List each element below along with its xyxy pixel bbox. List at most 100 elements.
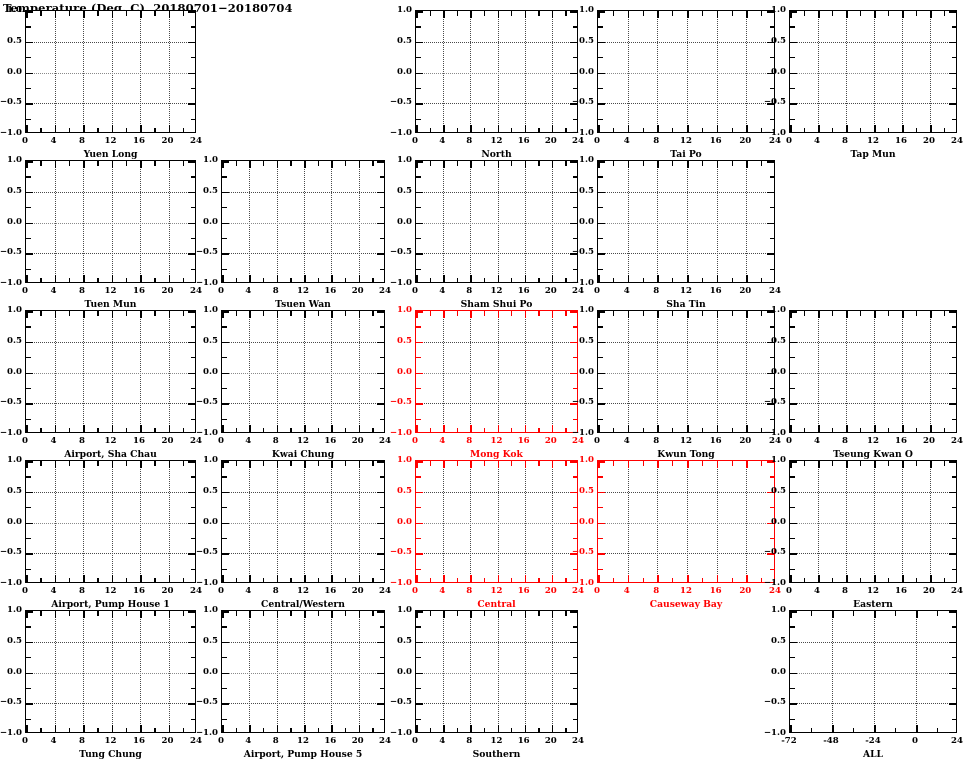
subplot-airport-sha-chau[interactable]: 0 4 8 12 16 20 24 1.0 0.5 0.0 −0.5 −1.0 Airport, Sha… bbox=[0, 305, 202, 460]
y-tick-label: 0.0 bbox=[7, 516, 22, 527]
gridline-horizontal bbox=[416, 372, 577, 374]
y-tick-major bbox=[767, 491, 774, 494]
x-tick-minor bbox=[182, 311, 185, 316]
y-tick-major bbox=[790, 103, 797, 105]
gridline-horizontal bbox=[790, 72, 956, 74]
y-tick-minor bbox=[598, 537, 603, 540]
y-tick-major bbox=[416, 372, 423, 374]
x-tick-major bbox=[111, 311, 113, 318]
y-tick-label: −1.0 bbox=[195, 278, 218, 288]
y-tick-major bbox=[570, 103, 577, 105]
x-tick-minor bbox=[612, 461, 615, 466]
subplot-causeway-bay[interactable]: 0 4 8 12 16 20 24 1.0 0.5 0.0 −0.5 −1.0 Causeway Bay bbox=[572, 455, 781, 610]
y-tick-minor bbox=[379, 476, 384, 478]
x-tick-minor bbox=[916, 427, 918, 432]
x-tick-major bbox=[930, 575, 932, 582]
subplot-eastern[interactable]: 0 4 8 12 16 20 24 1.0 0.5 0.0 −0.5 −1.0 Eastern bbox=[764, 455, 963, 610]
y-tick-label: −1.0 bbox=[763, 578, 786, 588]
subplot-southern[interactable]: 0 4 8 12 16 20 24 1.0 0.5 0.0 −0.5 −1.0 Southern bbox=[390, 605, 584, 760]
subplot-sham-shui-po[interactable]: 0 4 8 12 16 20 24 1.0 0.5 0.0 −0.5 −1.0 Sham Shui Po bbox=[390, 155, 584, 310]
y-tick-minor bbox=[222, 537, 227, 540]
gridline-vertical bbox=[916, 611, 917, 732]
y-tick-major bbox=[188, 191, 195, 194]
y-tick-major bbox=[570, 461, 577, 463]
gridline-vertical bbox=[443, 461, 445, 582]
subplot-sha-tin[interactable]: 0 4 8 12 16 20 24 1.0 0.5 0.0 −0.5 −1.0 Sha Tin bbox=[572, 155, 781, 310]
subplot-airport-pump-house-5[interactable]: 0 4 8 12 16 20 24 1.0 0.5 0.0 −0.5 −1.0 Airport, Pum… bbox=[196, 605, 391, 760]
y-tick-label: 0.0 bbox=[771, 666, 786, 677]
y-tick-label: −0.5 bbox=[763, 697, 786, 708]
y-tick-major bbox=[26, 161, 33, 163]
y-tick-minor bbox=[190, 657, 195, 659]
x-tick-major bbox=[358, 725, 361, 732]
y-tick-major bbox=[416, 11, 423, 13]
y-tick-major bbox=[222, 222, 229, 224]
x-tick-minor bbox=[290, 311, 292, 316]
x-tick-major bbox=[304, 461, 306, 468]
y-tick-major bbox=[790, 311, 797, 313]
x-tick-major bbox=[83, 461, 85, 468]
x-tick-major bbox=[26, 611, 28, 618]
gridline-horizontal bbox=[598, 403, 774, 405]
subplot-tuen-mun[interactable]: 0 4 8 12 16 20 24 1.0 0.5 0.0 −0.5 −1.0 Tuen Mun bbox=[0, 155, 202, 310]
subplot-tai-po[interactable]: 0 4 8 12 16 20 24 1.0 0.5 0.0 −0.5 −1.0 Tai Po bbox=[572, 5, 781, 160]
subplot-tap-mun[interactable]: 0 4 8 12 16 20 24 1.0 0.5 0.0 −0.5 −1.0 Tap Mun bbox=[764, 5, 963, 160]
x-tick-major bbox=[140, 275, 142, 282]
y-tick-major bbox=[790, 672, 797, 674]
y-tick-minor bbox=[790, 118, 795, 120]
subplot-all[interactable]: -72 -48 -24 0 24 1.0 0.5 0.0 −0.5 −1.0 ALL bbox=[764, 605, 963, 760]
y-tick-minor bbox=[572, 268, 577, 270]
y-tick-major bbox=[188, 253, 195, 255]
gridline-vertical bbox=[746, 161, 748, 282]
gridline-vertical bbox=[304, 311, 305, 432]
x-tick-minor bbox=[642, 161, 644, 166]
y-tick-minor bbox=[416, 568, 421, 570]
x-tick-label: 8 bbox=[653, 136, 660, 146]
x-tick-major bbox=[598, 461, 600, 468]
subplot-yuen-long[interactable]: 0 4 8 12 16 20 24 1.0 0.5 0.0 −0.5 −1.0 Yuen Long bbox=[0, 5, 202, 160]
x-tick-major bbox=[222, 725, 224, 732]
y-tick-major bbox=[790, 372, 797, 374]
y-tick-minor bbox=[951, 387, 956, 390]
x-tick-major bbox=[790, 311, 792, 318]
y-tick-minor bbox=[769, 57, 774, 59]
y-tick-minor bbox=[769, 207, 774, 209]
subplot-kwun-tong[interactable]: 0 4 8 12 16 20 24 1.0 0.5 0.0 −0.5 −1.0 Kwun Tong bbox=[572, 305, 781, 460]
x-tick-minor bbox=[804, 127, 806, 132]
x-tick-major bbox=[687, 461, 689, 468]
x-tick-major bbox=[598, 161, 600, 168]
x-tick-minor bbox=[372, 311, 374, 316]
subplot-tseung-kwan-o[interactable]: 0 4 8 12 16 20 24 1.0 0.5 0.0 −0.5 −1.0 Tseung Kwan … bbox=[764, 305, 963, 460]
subplot-kwai-chung[interactable]: 0 4 8 12 16 20 24 1.0 0.5 0.0 −0.5 −1.0 Kwai Chung bbox=[196, 305, 391, 460]
x-tick-minor bbox=[860, 427, 862, 432]
x-tick-label: 20 bbox=[544, 136, 557, 146]
subplot-tsuen-wan[interactable]: 0 4 8 12 16 20 24 1.0 0.5 0.0 −0.5 −1.0 Tsuen Wan bbox=[196, 155, 391, 310]
plot-frame bbox=[25, 10, 196, 133]
x-tick-label: 8 bbox=[272, 436, 279, 446]
subplot-tung-chung[interactable]: 0 4 8 12 16 20 24 1.0 0.5 0.0 −0.5 −1.0 Tung Chung bbox=[0, 605, 202, 760]
gridline-vertical bbox=[358, 311, 360, 432]
x-tick-label: 0 bbox=[594, 136, 600, 146]
subplot-central-western[interactable]: 0 4 8 12 16 20 24 1.0 0.5 0.0 −0.5 −1.0 Central/West… bbox=[196, 455, 391, 610]
x-tick-minor bbox=[317, 461, 319, 466]
x-tick-minor bbox=[565, 461, 567, 466]
x-tick-minor bbox=[672, 577, 674, 582]
subplot-mong-kok[interactable]: 0 4 8 12 16 20 24 1.0 0.5 0.0 −0.5 −1.0 Mong Kok bbox=[390, 305, 584, 460]
y-tick-major bbox=[26, 611, 33, 613]
x-tick-label: 12 bbox=[490, 436, 503, 446]
x-tick-minor bbox=[804, 427, 806, 432]
x-tick-major bbox=[416, 125, 418, 132]
subplot-title: Kwai Chung bbox=[271, 449, 335, 460]
gridline-horizontal bbox=[222, 403, 384, 405]
subplot-central[interactable]: 0 4 8 12 16 20 24 1.0 0.5 0.0 −0.5 −1.0 Central bbox=[390, 455, 584, 610]
x-tick-label: 0 bbox=[412, 436, 418, 446]
y-tick-minor bbox=[790, 357, 795, 359]
x-tick-minor bbox=[68, 311, 71, 316]
x-tick-minor bbox=[701, 427, 704, 432]
x-tick-major bbox=[551, 575, 554, 582]
x-tick-minor bbox=[761, 277, 763, 282]
x-tick-major bbox=[83, 311, 85, 318]
subplot-airport-pump-house-1[interactable]: 0 4 8 12 16 20 24 1.0 0.5 0.0 −0.5 −1.0 Airport, Pum… bbox=[0, 455, 202, 610]
subplot-north[interactable]: 0 4 8 12 16 20 24 1.0 0.5 0.0 −0.5 −1.0 North bbox=[390, 5, 584, 160]
y-tick-minor bbox=[26, 357, 31, 359]
